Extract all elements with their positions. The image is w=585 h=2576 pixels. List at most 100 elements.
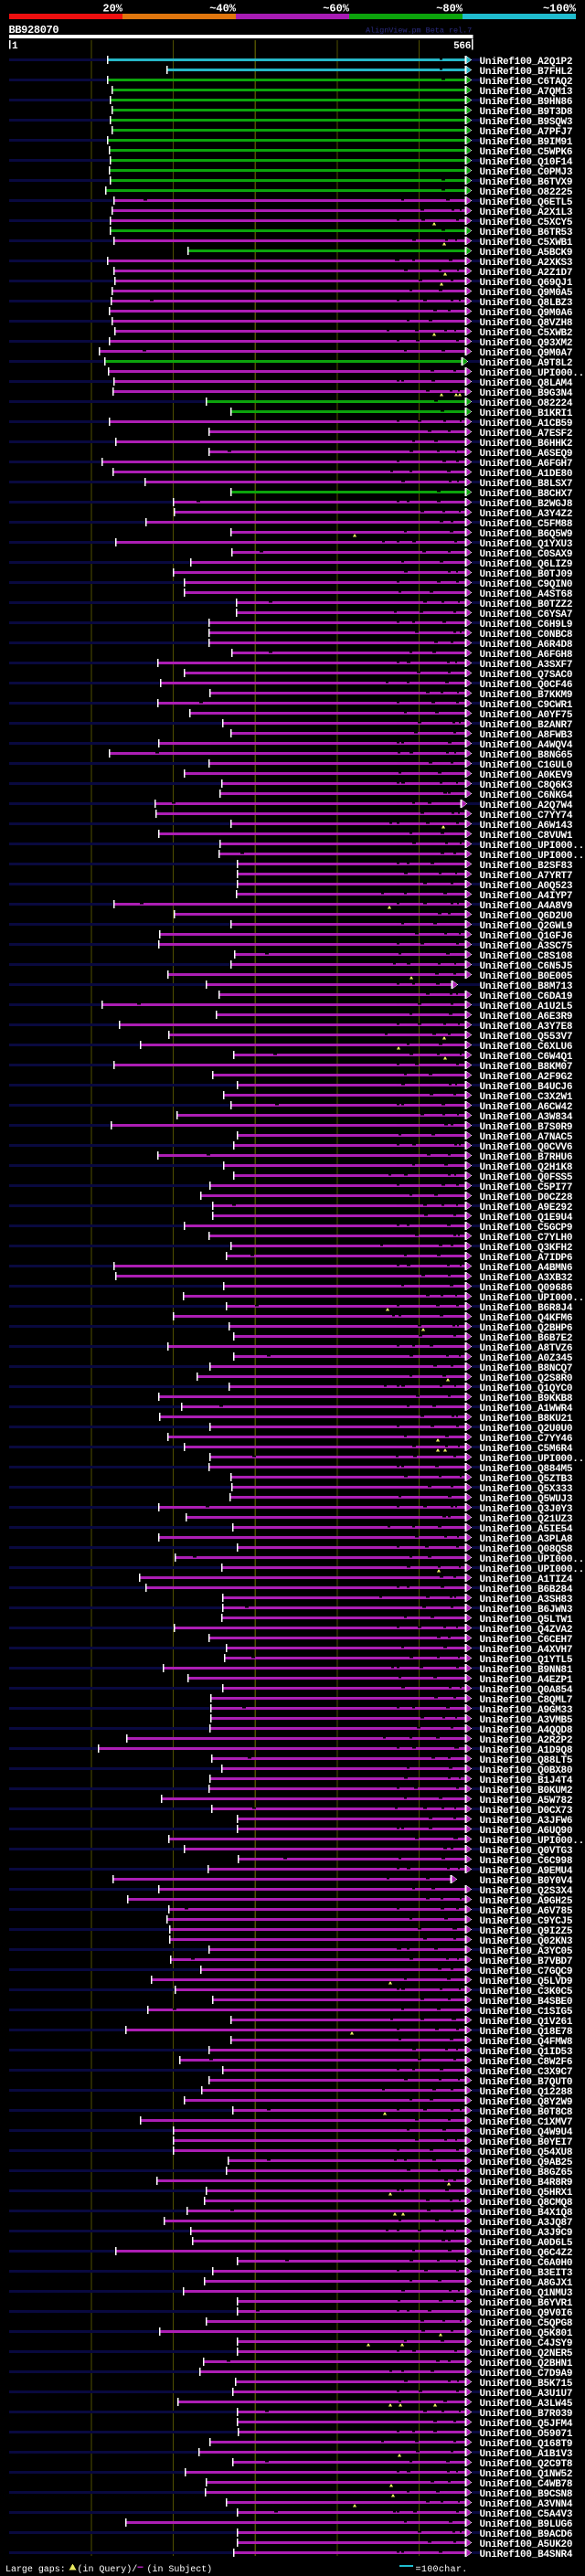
- svg-text:UniRef100_C7D9A9: UniRef100_C7D9A9: [480, 2369, 573, 2380]
- svg-text:UniRef100_A4WQV4: UniRef100_A4WQV4: [480, 740, 573, 751]
- svg-text:UniRef100_Q884M5: UniRef100_Q884M5: [480, 1464, 573, 1475]
- svg-text:UniRef100_A1WWR4: UniRef100_A1WWR4: [480, 1404, 573, 1415]
- svg-text:UniRef100_A3SH83: UniRef100_A3SH83: [480, 1595, 573, 1606]
- svg-text:UniRef100_Q2BHP6: UniRef100_Q2BHP6: [480, 1323, 573, 1334]
- svg-text:UniRef100_B9SQW3: UniRef100_B9SQW3: [480, 117, 573, 128]
- svg-text:UniRef100_UPI000..: UniRef100_UPI000..: [480, 1564, 585, 1575]
- svg-text:UniRef100_A6CW42: UniRef100_A6CW42: [480, 1102, 573, 1113]
- svg-text:UniRef100_Q4KFM6: UniRef100_Q4KFM6: [480, 1313, 573, 1324]
- svg-text:UniRef100_B9CSN8: UniRef100_B9CSN8: [480, 2489, 573, 2500]
- svg-text:UniRef100_UPI000..: UniRef100_UPI000..: [480, 841, 585, 852]
- svg-text:UniRef100_Q9M0A6: UniRef100_Q9M0A6: [480, 308, 573, 319]
- svg-text:UniRef100_B6R8J4: UniRef100_B6R8J4: [480, 1303, 573, 1314]
- svg-text:UniRef100_A4QQD8: UniRef100_A4QQD8: [480, 1725, 573, 1736]
- svg-text:UniRef100_C7YLH0: UniRef100_C7YLH0: [480, 1233, 573, 1244]
- svg-text:UniRef100_A3Y7E8: UniRef100_A3Y7E8: [480, 1022, 573, 1033]
- svg-text:UniRef100_A2X1L3: UniRef100_A2X1L3: [480, 207, 573, 218]
- svg-text:UniRef100_Q08QS8: UniRef100_Q08QS8: [480, 1544, 573, 1555]
- svg-text:UniRef100_Q1YTL5: UniRef100_Q1YTL5: [480, 1655, 573, 1666]
- svg-text:UniRef100_Q5LVD9: UniRef100_Q5LVD9: [480, 1977, 573, 1988]
- svg-text:UniRef100_A3VNN4: UniRef100_A3VNN4: [480, 2499, 573, 2510]
- svg-text:UniRef100_C5XCY5: UniRef100_C5XCY5: [480, 217, 573, 228]
- svg-text:UniRef100_A3J9C9: UniRef100_A3J9C9: [480, 2228, 573, 2239]
- svg-text:UniRef100_Q6ETL5: UniRef100_Q6ETL5: [480, 197, 573, 208]
- svg-text:UniRef100_Q0VTG3: UniRef100_Q0VTG3: [480, 1846, 573, 1857]
- svg-text:UniRef100_A4XVH7: UniRef100_A4XVH7: [480, 1645, 573, 1656]
- svg-text:UniRef100_Q6LIZ9: UniRef100_Q6LIZ9: [480, 559, 573, 570]
- svg-text:UniRef100_A3YC05: UniRef100_A3YC05: [480, 1946, 573, 1957]
- svg-text:UniRef100_A9GM33: UniRef100_A9GM33: [480, 1705, 573, 1716]
- svg-text:UniRef100_C3K0C5: UniRef100_C3K0C5: [480, 1987, 573, 1998]
- svg-text:UniRef100_C7YY46: UniRef100_C7YY46: [480, 1434, 573, 1445]
- svg-text:UniRef100_C8W2F6: UniRef100_C8W2F6: [480, 2057, 573, 2068]
- svg-text:UniRef100_Q0BX80: UniRef100_Q0BX80: [480, 1765, 573, 1776]
- svg-text:UniRef100_C5QPG8: UniRef100_C5QPG8: [480, 2318, 573, 2329]
- svg-text:UniRef100_Q8VZH8: UniRef100_Q8VZH8: [480, 318, 573, 329]
- svg-text:UniRef100_B8KM07: UniRef100_B8KM07: [480, 1062, 573, 1073]
- svg-text:UniRef100_UPI000..: UniRef100_UPI000..: [480, 1554, 585, 1565]
- svg-text:UniRef100_Q8LAM4: UniRef100_Q8LAM4: [480, 378, 573, 389]
- svg-text:UniRef100_Q5WUJ3: UniRef100_Q5WUJ3: [480, 1494, 573, 1505]
- svg-text:UniRef100_B0TZZ2: UniRef100_B0TZZ2: [480, 599, 573, 610]
- svg-text:UniRef100_A2XKS3: UniRef100_A2XKS3: [480, 258, 573, 269]
- svg-text:UniRef100_B7RHU6: UniRef100_B7RHU6: [480, 1152, 573, 1163]
- svg-text:UniRef100_UPI000..: UniRef100_UPI000..: [480, 1293, 585, 1304]
- svg-text:~100%: ~100%: [543, 3, 577, 16]
- svg-text:UniRef100_C6W4Q1: UniRef100_C6W4Q1: [480, 1052, 573, 1063]
- svg-text:UniRef100_B6B7E2: UniRef100_B6B7E2: [480, 1333, 573, 1344]
- svg-text:UniRef100_B9G3N4: UniRef100_B9G3N4: [480, 388, 573, 399]
- svg-text:(in Subject): (in Subject): [147, 2564, 213, 2575]
- svg-text:UniRef100_B9KKB8: UniRef100_B9KKB8: [480, 1394, 573, 1405]
- svg-text:UniRef100_A0Q523: UniRef100_A0Q523: [480, 881, 573, 892]
- svg-text:UniRef100_O82224: UniRef100_O82224: [480, 398, 573, 409]
- svg-text:UniRef100_Q9M0A7: UniRef100_Q9M0A7: [480, 348, 573, 359]
- svg-text:UniRef100_Q0CF46: UniRef100_Q0CF46: [480, 680, 573, 691]
- svg-text:BB928070: BB928070: [9, 24, 59, 37]
- svg-text:UniRef100_UPI000..: UniRef100_UPI000..: [480, 368, 585, 379]
- svg-text:UniRef100_C4JSY9: UniRef100_C4JSY9: [480, 2338, 573, 2349]
- svg-text:UniRef100_A6SEQ9: UniRef100_A6SEQ9: [480, 449, 573, 460]
- svg-text:UniRef100_B7KKM9: UniRef100_B7KKM9: [480, 690, 573, 701]
- svg-text:UniRef100_B2SF83: UniRef100_B2SF83: [480, 861, 573, 872]
- svg-text:UniRef100_Q8LBZ3: UniRef100_Q8LBZ3: [480, 298, 573, 309]
- svg-text:UniRef100_B6HHK2: UniRef100_B6HHK2: [480, 439, 573, 450]
- svg-text:UniRef100_A3PLA8: UniRef100_A3PLA8: [480, 1534, 573, 1545]
- svg-text:UniRef100_B2WGJ8: UniRef100_B2WGJ8: [480, 499, 573, 510]
- svg-text:UniRef100_D0CX73: UniRef100_D0CX73: [480, 1806, 573, 1817]
- svg-text:UniRef100_Q21UZ3: UniRef100_Q21UZ3: [480, 1514, 573, 1525]
- svg-text:UniRef100_C6A0H0: UniRef100_C6A0H0: [480, 2258, 573, 2269]
- svg-text:UniRef100_Q7SAC0: UniRef100_Q7SAC0: [480, 670, 573, 681]
- svg-text:UniRef100_A9GH25: UniRef100_A9GH25: [480, 1896, 573, 1907]
- svg-text:UniRef100_Q0CVV6: UniRef100_Q0CVV6: [480, 1142, 573, 1153]
- svg-text:UniRef100_UPI000..: UniRef100_UPI000..: [480, 851, 585, 862]
- svg-text:UniRef100_Q4W9U4: UniRef100_Q4W9U4: [480, 2127, 573, 2138]
- svg-text:UniRef100_Q0A854: UniRef100_Q0A854: [480, 1685, 573, 1696]
- svg-text:UniRef100_Q1NW52: UniRef100_Q1NW52: [480, 2469, 573, 2480]
- svg-text:UniRef100_B1J4T4: UniRef100_B1J4T4: [480, 1776, 573, 1786]
- svg-text:UniRef100_B8KU21: UniRef100_B8KU21: [480, 1414, 573, 1425]
- svg-text:UniRef100_B4X1Q8: UniRef100_B4X1Q8: [480, 2208, 573, 2219]
- svg-text:UniRef100_C4WB78: UniRef100_C4WB78: [480, 2479, 573, 2490]
- svg-text:UniRef100_C6TAQ2: UniRef100_C6TAQ2: [480, 77, 573, 88]
- svg-text:UniRef100_A1TIZ4: UniRef100_A1TIZ4: [480, 1574, 573, 1585]
- svg-text:UniRef100_Q2C9T8: UniRef100_Q2C9T8: [480, 2459, 573, 2470]
- svg-text:UniRef100_A0YF75: UniRef100_A0YF75: [480, 710, 573, 721]
- svg-text:UniRef100_B9LUG6: UniRef100_B9LUG6: [480, 2519, 573, 2530]
- svg-text:UniRef100_B8NG65: UniRef100_B8NG65: [480, 750, 573, 761]
- svg-text:UniRef100_A3SC75: UniRef100_A3SC75: [480, 941, 573, 952]
- svg-text:UniRef100_C6NKG4: UniRef100_C6NKG4: [480, 790, 573, 801]
- svg-text:UniRef100_Q5JFM4: UniRef100_Q5JFM4: [480, 2419, 573, 2430]
- svg-text:UniRef100_Q168T9: UniRef100_Q168T9: [480, 2439, 573, 2450]
- svg-text:UniRef100_Q12288: UniRef100_Q12288: [480, 2087, 573, 2098]
- svg-text:UniRef100_Q88LT5: UniRef100_Q88LT5: [480, 1755, 573, 1766]
- svg-text:UniRef100_C6C998: UniRef100_C6C998: [480, 1856, 573, 1867]
- svg-text:UniRef100_Q02KN3: UniRef100_Q02KN3: [480, 1936, 573, 1947]
- svg-text:UniRef100_A7YRT7: UniRef100_A7YRT7: [480, 871, 573, 882]
- svg-text:UniRef100_B6Q5W9: UniRef100_B6Q5W9: [480, 529, 573, 540]
- svg-text:UniRef100_B7R039: UniRef100_B7R039: [480, 2409, 573, 2420]
- svg-text:~80%: ~80%: [436, 3, 463, 16]
- svg-text:UniRef100_Q1V261: UniRef100_Q1V261: [480, 2017, 573, 2028]
- svg-text:UniRef100_A7QM13: UniRef100_A7QM13: [480, 87, 573, 98]
- svg-text:UniRef100_Q2NER5: UniRef100_Q2NER5: [480, 2348, 573, 2359]
- svg-text:UniRef100_C9QIN0: UniRef100_C9QIN0: [480, 579, 573, 590]
